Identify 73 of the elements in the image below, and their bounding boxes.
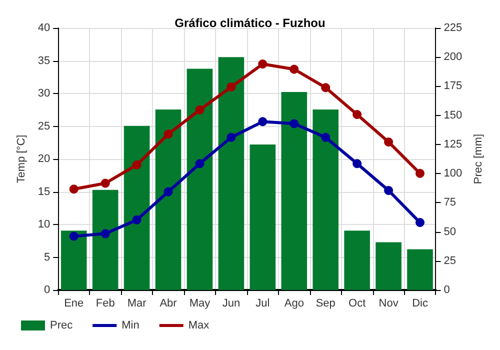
y2-tick-label: 225 [444,22,462,34]
chart-title: Gráfico climático - Fuzhou [174,16,326,30]
legend-label: Min [122,320,140,332]
point [258,117,268,126]
point [352,159,362,168]
y2-tick-label: 100 [444,168,462,180]
point [100,178,110,188]
point [226,82,236,92]
x-tick-label: Sep [316,298,336,310]
x-tick-label: Feb [96,298,115,310]
point [69,232,78,241]
point [384,137,394,146]
y2-tick-label: 0 [444,284,450,296]
y2-tick-label: 75 [444,196,456,209]
bar [186,68,213,290]
point [416,218,425,228]
x-tick-label: Ene [64,298,84,310]
y2-tick-label: 125 [444,138,462,150]
legend-label: Prec [50,320,74,332]
point [226,132,236,142]
x-tick-label: Abr [160,298,178,310]
bar [60,230,87,290]
point [164,187,173,196]
y2-tick-label: 50 [444,226,456,238]
bar [344,230,370,290]
x-tick-label: Nov [378,298,399,310]
point [132,215,142,224]
y2-tick-label: 175 [444,80,462,92]
y-tick-label: 5 [44,251,50,264]
bar [155,110,182,290]
y-tick-label: 0 [44,284,50,296]
point [321,132,330,142]
bar [312,110,339,290]
y-tick-label: 10 [38,218,50,230]
bar [407,249,433,290]
legend-label: Max [188,320,210,332]
x-tick-label: Jun [222,298,240,310]
point [132,160,142,170]
y-tick-label: 40 [38,22,50,34]
x-tick-label: Jul [256,298,270,310]
bar [92,190,118,290]
y-tick-label: 20 [38,153,50,165]
y2-tick-label: 150 [444,109,462,122]
bar [376,242,402,290]
x-tick-label: Mar [127,298,147,310]
point [290,119,299,128]
x-tick-label: May [189,298,211,310]
point [100,229,110,238]
point [384,186,394,195]
bar [250,144,276,290]
bar [218,57,244,290]
point [321,83,330,92]
point [195,105,204,114]
y2-tick-label: 25 [444,254,456,267]
y-tick-label: 25 [38,120,50,132]
point [352,110,362,119]
bar [124,126,150,290]
point [258,60,268,69]
point [69,184,78,194]
x-tick-label: Dic [412,298,428,310]
point [164,130,173,139]
y-tick-label: 35 [38,54,50,67]
x-tick-label: Oct [348,298,366,310]
point [290,64,299,74]
point [416,168,425,178]
y-axis-title: Temp [°C] [16,134,28,184]
point [195,159,204,168]
y2-tick-label: 200 [444,51,462,64]
y2-axis-title: Prec [mm] [472,134,484,184]
y-tick-label: 15 [38,186,50,198]
y-tick-label: 30 [38,88,50,100]
bar [281,92,308,290]
x-tick-label: Ago [284,298,304,310]
